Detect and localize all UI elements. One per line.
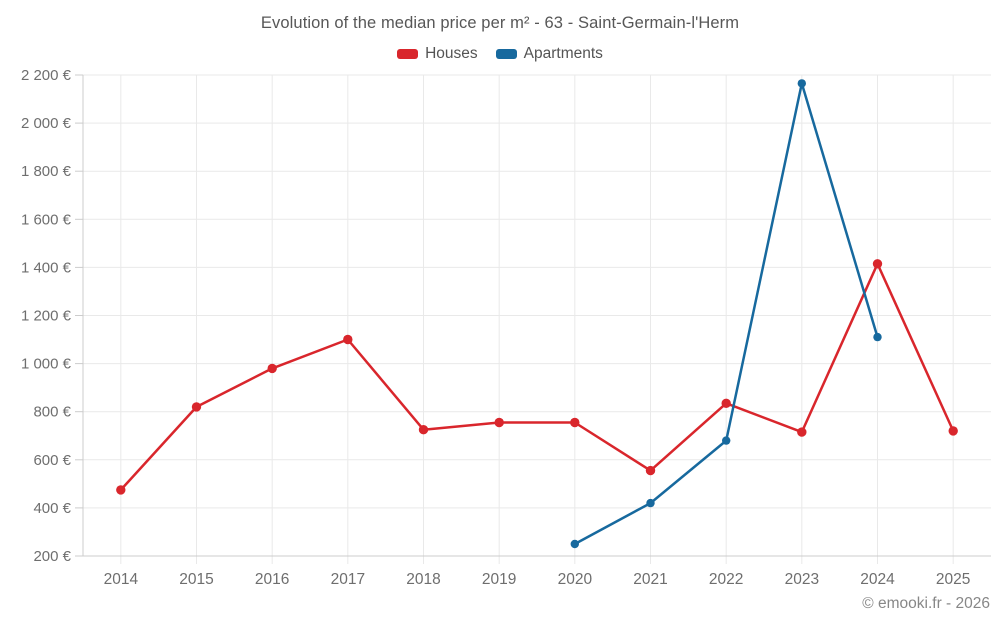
x-axis-label-2014: 2014 <box>104 571 139 588</box>
y-axis-label: 2 000 € <box>21 115 72 132</box>
copyright-credit: © emooki.fr - 2026 <box>862 595 990 612</box>
y-axis-label: 1 800 € <box>21 163 72 180</box>
y-axis-label: 400 € <box>33 500 71 517</box>
x-axis-label-2019: 2019 <box>482 571 516 588</box>
x-axis-label-2024: 2024 <box>860 571 895 588</box>
y-axis-label: 1 600 € <box>21 211 72 228</box>
houses-point-2016[interactable] <box>267 363 277 374</box>
apartments-point-2023[interactable] <box>797 79 806 88</box>
legend-label-houses: Houses <box>425 45 478 62</box>
apartments-series-swatch-icon <box>495 49 517 59</box>
houses-point-2021[interactable] <box>645 465 656 476</box>
houses-point-2014[interactable] <box>116 485 126 495</box>
y-axis-label: 2 200 € <box>21 67 72 84</box>
y-axis-label: 1 200 € <box>21 308 72 325</box>
y-axis-label: 1 000 € <box>21 356 72 373</box>
chart-title: Evolution of the median price per m² - 6… <box>260 14 740 32</box>
x-axis-label-2025: 2025 <box>936 571 970 588</box>
apartments-point-2022[interactable] <box>722 436 731 445</box>
x-axis-label-2017: 2017 <box>331 571 365 588</box>
y-axis-label: 1 400 € <box>21 259 72 276</box>
houses-point-2024[interactable] <box>872 259 883 269</box>
y-axis-label: 200 € <box>33 548 71 565</box>
x-axis-label-2016: 2016 <box>255 571 289 588</box>
houses-point-2025[interactable] <box>948 426 958 436</box>
houses-point-2019[interactable] <box>494 417 504 428</box>
houses-series-swatch-icon <box>397 49 419 59</box>
houses-point-2022[interactable] <box>721 398 731 408</box>
apartments-point-2024[interactable] <box>873 332 882 342</box>
houses-point-2020[interactable] <box>570 417 580 428</box>
y-axis-label: 600 € <box>33 452 71 469</box>
houses-point-2015[interactable] <box>191 402 202 412</box>
houses-line <box>119 262 955 492</box>
legend-item-apartments[interactable]: Apartments <box>495 45 603 63</box>
chart-legend: Houses Apartments <box>0 45 1000 63</box>
apartments-point-2020[interactable] <box>570 539 579 549</box>
x-axis-label-2022: 2022 <box>709 571 743 588</box>
x-axis-label-2020: 2020 <box>558 571 593 588</box>
legend-item-houses[interactable]: Houses <box>397 45 478 63</box>
x-axis-label-2023: 2023 <box>785 571 819 588</box>
legend-label-apartments: Apartments <box>523 45 603 62</box>
apartments-point-2021[interactable] <box>646 498 655 508</box>
x-axis-label-2015: 2015 <box>179 571 213 588</box>
y-axis-label: 800 € <box>33 404 71 421</box>
houses-point-2017[interactable] <box>343 334 353 345</box>
x-axis-label-2021: 2021 <box>633 571 667 588</box>
houses-point-2023[interactable] <box>797 427 807 437</box>
houses-point-2018[interactable] <box>418 425 429 435</box>
x-axis-label-2018: 2018 <box>406 571 440 588</box>
